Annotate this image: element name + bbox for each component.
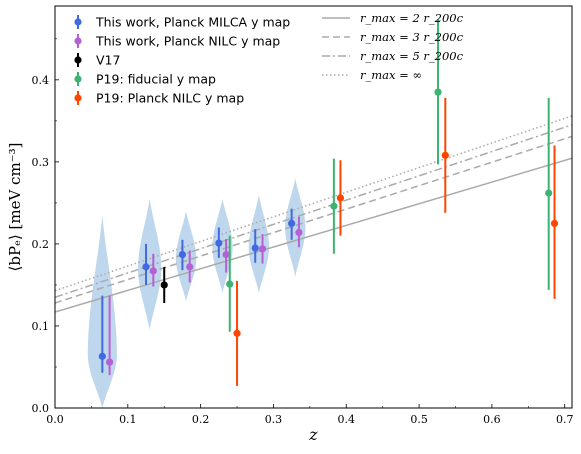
point-s2-p2 bbox=[149, 267, 157, 275]
legend-label-1: This work, Planck MILCA y map bbox=[95, 15, 290, 30]
x-axis: 0.0 0.1 0.2 0.3 0.4 0.5 0.6 0.7 bbox=[46, 404, 573, 426]
legend-marker-dot bbox=[74, 18, 82, 26]
y-tick-label: 0.0 bbox=[32, 402, 50, 415]
y-tick-label: 0.2 bbox=[32, 238, 50, 251]
y-tick-label: 0.4 bbox=[32, 74, 50, 87]
point-s2-p1 bbox=[106, 358, 114, 366]
x-tick-label: 0.6 bbox=[483, 413, 501, 426]
point-s2-p6 bbox=[295, 228, 303, 237]
point-s4-p4 bbox=[545, 189, 553, 197]
point-s4-p3 bbox=[434, 88, 442, 96]
legend-model-label-3: r_max = 5 r_200c bbox=[360, 49, 464, 63]
point-s5-p2 bbox=[336, 194, 345, 202]
legend-models: r_max = 2 r_200c r_max = 3 r_200c r_max = … bbox=[322, 11, 464, 82]
x-tick-label: 0.3 bbox=[265, 413, 283, 426]
x-tick-label: 0.7 bbox=[556, 413, 574, 426]
legend-marker-dot bbox=[74, 75, 82, 83]
legend-model-label-4: r_max = ∞ bbox=[360, 68, 422, 82]
point-s2-p3 bbox=[186, 263, 194, 271]
model-line-2 bbox=[55, 135, 572, 304]
x-axis-label: z bbox=[308, 425, 318, 444]
point-s4-p2 bbox=[330, 202, 338, 210]
legend-model-label-1: r_max = 2 r_200c bbox=[360, 11, 464, 25]
point-s1-p1 bbox=[98, 352, 106, 360]
y-axis: 0.0 0.1 0.2 0.3 0.4 bbox=[32, 38, 59, 415]
point-s1-p2 bbox=[142, 263, 150, 271]
x-tick-label: 0.0 bbox=[46, 413, 64, 426]
point-s1-p5 bbox=[251, 244, 259, 252]
legend-series: This work, Planck MILCA y map This work, … bbox=[74, 15, 290, 106]
violin-5 bbox=[248, 194, 270, 294]
point-s5-p1 bbox=[233, 329, 241, 337]
point-s1-p6 bbox=[288, 219, 296, 228]
x-tick-label: 0.5 bbox=[410, 413, 428, 426]
x-tick-label: 0.4 bbox=[338, 413, 356, 426]
legend-model-label-2: r_max = 3 r_200c bbox=[360, 30, 464, 44]
legend-label-4: P19: fiducial y map bbox=[96, 72, 216, 87]
violin-6 bbox=[285, 178, 306, 277]
x-tick-label: 0.1 bbox=[119, 413, 137, 426]
y-axis-label: ⟨bPₑ⟩ [meV cm⁻³] bbox=[6, 143, 24, 272]
legend-marker-dot bbox=[74, 56, 82, 64]
point-s2-p4 bbox=[222, 250, 230, 259]
model-line-1 bbox=[55, 157, 572, 313]
violin-4 bbox=[212, 198, 233, 294]
violin-3 bbox=[175, 211, 197, 302]
legend-marker-dot bbox=[74, 94, 82, 102]
plot-frame bbox=[54, 5, 573, 409]
violin-2 bbox=[138, 198, 162, 331]
legend-label-5: P19: Planck NILC y map bbox=[96, 91, 244, 106]
model-line-4 bbox=[55, 115, 572, 292]
point-s3-p1 bbox=[160, 281, 168, 289]
legend-label-3: V17 bbox=[96, 53, 120, 68]
point-s4-p1 bbox=[226, 280, 234, 288]
point-s5-p4 bbox=[550, 219, 559, 228]
y-tick-label: 0.3 bbox=[32, 156, 50, 169]
point-s1-p4 bbox=[215, 239, 223, 247]
point-s5-p3 bbox=[441, 151, 449, 159]
model-line-3 bbox=[55, 124, 572, 298]
legend-label-2: This work, Planck NILC y map bbox=[95, 34, 280, 49]
point-s1-p3 bbox=[178, 250, 187, 259]
model-lines bbox=[55, 115, 572, 313]
data-points bbox=[98, 19, 559, 386]
legend-marker-dot bbox=[74, 37, 82, 45]
y-tick-label: 0.1 bbox=[32, 320, 50, 333]
x-tick-label: 0.2 bbox=[192, 413, 210, 426]
point-s2-p5 bbox=[258, 245, 267, 253]
